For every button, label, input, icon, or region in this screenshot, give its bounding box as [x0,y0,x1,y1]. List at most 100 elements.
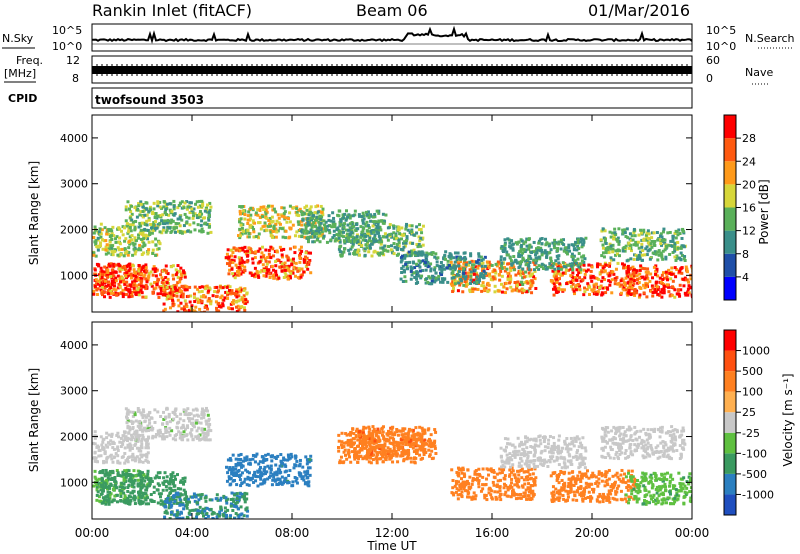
heatmap-cell [621,249,625,253]
heatmap-cell [392,252,396,256]
heatmap-cell [181,477,185,481]
heatmap-cell [104,245,108,249]
heatmap-cell [132,496,136,500]
heatmap-cell [615,275,619,279]
heatmap-cell [606,245,610,249]
heatmap-cell [676,246,680,250]
heatmap-cell [665,278,669,282]
heatmap-cell [237,474,241,478]
heatmap-cell [156,471,160,475]
heatmap-cell [418,269,422,273]
heatmap-cell [197,199,201,203]
heatmap-cell [113,291,117,295]
heatmap-cell [583,286,587,290]
heatmap-cell [632,279,636,283]
heatmap-cell [424,264,428,268]
heatmap-cell [558,263,562,267]
heatmap-cell [263,470,267,474]
heatmap-cell [139,281,143,285]
heatmap-cell [458,283,462,287]
heatmap-cell [417,264,421,268]
heatmap-cell [180,200,184,204]
heatmap-cell [369,461,373,465]
heatmap-cell [104,502,108,506]
heatmap-cell [415,277,419,281]
heatmap-cell [675,254,679,258]
heatmap-cell [375,230,379,234]
heatmap-cell [240,212,244,216]
heatmap-cell [656,287,660,291]
heatmap-cell [250,476,254,480]
heatmap-cell [143,267,147,271]
heatmap-cell [306,460,310,464]
heatmap-cell [105,472,109,476]
heatmap-cell [294,261,298,265]
heatmap-cell [269,230,273,234]
heatmap-cell [124,268,128,272]
heatmap-cell [175,270,179,274]
heatmap-cell [193,285,197,289]
heatmap-cell [494,270,498,274]
heatmap-cell [145,494,149,498]
heatmap-cell [169,288,173,292]
heatmap-cell [456,264,460,268]
heatmap-cell [643,253,647,257]
heatmap-cell [405,222,409,226]
heatmap-cell [313,233,317,237]
heatmap-cell [304,455,308,459]
heatmap-cell [142,234,146,238]
heatmap-cell [338,240,342,244]
heatmap-cell [145,237,149,241]
heatmap-cell [230,307,234,311]
heatmap-cell [600,254,604,258]
heatmap-cell [137,283,141,287]
heatmap-cell [567,243,571,247]
heatmap-cell [238,205,242,209]
heatmap-cell [568,249,572,253]
heatmap-cell [500,245,504,249]
heatmap-cell [198,210,202,214]
heatmap-cell [139,228,143,232]
heatmap-cell [176,495,180,499]
heatmap-cell [228,457,232,461]
heatmap-cell [295,205,299,209]
heatmap-cell [566,263,570,267]
heatmap-cell [446,280,450,284]
heatmap-cell [625,271,629,275]
heatmap-cell [409,265,413,269]
heatmap-cell [579,279,583,283]
heatmap-cell [564,246,568,250]
heatmap-cell [346,239,350,243]
heatmap-cell [308,259,312,263]
heatmap-cell [520,287,524,291]
heatmap-cell [235,273,239,277]
heatmap-cell [340,223,344,227]
heatmap-cell [308,458,312,462]
heatmap-cell [531,281,535,285]
heatmap-cell [204,499,208,503]
heatmap-cell [508,241,512,245]
heatmap-cell [144,228,148,232]
heatmap-cell [174,495,178,499]
heatmap-cell [690,293,692,297]
heatmap-cell [118,236,122,240]
heatmap-cell [185,502,189,506]
heatmap-cell [671,234,675,238]
heatmap-cell [540,248,544,252]
heatmap-cell [128,225,132,229]
heatmap-cell [461,269,465,273]
heatmap-cell [316,230,320,234]
heatmap-cell [120,276,124,280]
heatmap-cell [592,292,596,296]
heatmap-cell [550,265,554,269]
heatmap-cell [172,199,176,203]
heatmap-cell [619,279,623,283]
heatmap-cell [114,263,118,267]
heatmap-cell [200,493,204,497]
heatmap-cell [587,263,591,267]
heatmap-cell [142,264,146,268]
heatmap-cell [247,471,251,475]
heatmap-cell [637,255,641,259]
heatmap-cell [369,456,373,460]
heatmap-cell [613,282,617,286]
